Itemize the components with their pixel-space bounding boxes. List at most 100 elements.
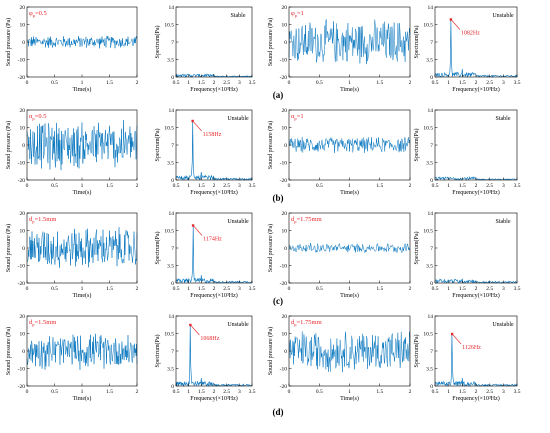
- x-tick-label: 1: [81, 389, 84, 395]
- x-tick-label: 0: [26, 183, 29, 189]
- spectrum-line: [175, 225, 253, 284]
- y-tick-label: -20: [18, 384, 26, 390]
- x-tick-label: 3: [502, 183, 505, 189]
- y-tick-label: 10.5: [164, 126, 174, 132]
- panel-d-1: 0.5 1 1.5 2 2.5 3 3.5 0 3.5 7 10.5 14 Frequency(×10³…: [154, 314, 256, 402]
- x-tick-label: 0: [288, 389, 291, 395]
- x-tick-label: 2: [475, 80, 478, 86]
- y-axis-label: Sound pressure (Pa): [267, 224, 274, 272]
- x-tick-label: 1: [348, 286, 351, 292]
- x-tick-label: 1: [348, 389, 351, 395]
- y-tick-label: -20: [18, 178, 26, 184]
- x-tick-label: 2: [213, 389, 216, 395]
- y-tick-label: 7: [171, 246, 174, 252]
- y-tick-label: 10: [282, 332, 288, 338]
- x-tick-label: 2.5: [486, 183, 493, 189]
- y-tick-label: 14: [428, 5, 434, 11]
- x-tick-label: 3.5: [514, 286, 521, 292]
- x-tick-label: 3.5: [249, 80, 256, 86]
- y-tick-label: 10.5: [164, 23, 174, 29]
- x-tick-label: 1: [348, 80, 351, 86]
- y-tick-label: 7: [430, 143, 433, 149]
- y-tick-label: -10: [280, 161, 288, 167]
- y-tick-label: 3.5: [167, 161, 174, 167]
- x-tick-label: 1.5: [376, 183, 383, 189]
- x-tick-label: 1.5: [198, 389, 205, 395]
- y-tick-label: 20: [282, 5, 288, 11]
- peak-arrow: [452, 334, 462, 345]
- x-tick-label: 3: [502, 389, 505, 395]
- y-tick-label: 0: [171, 178, 174, 184]
- axes-frame: [288, 212, 411, 284]
- x-tick-label: 2: [409, 389, 412, 395]
- y-tick-label: 10: [282, 229, 288, 235]
- time-signal-line: [26, 227, 138, 268]
- x-axis-label: Time(s): [340, 395, 359, 402]
- x-tick-label: 1: [81, 286, 84, 292]
- x-tick-label: 1.5: [106, 183, 113, 189]
- x-axis-label: Time(s): [340, 292, 359, 299]
- row-label: (c): [273, 296, 283, 306]
- y-tick-label: 7: [430, 40, 433, 46]
- x-tick-label: 0.5: [173, 389, 180, 395]
- panel-d-0: 0 0.5 1 1.5 2 -20 -10 0 10 20 Time(s) Sound pressur…: [5, 314, 139, 402]
- y-tick-label: 3.5: [167, 264, 174, 270]
- x-tick-label: 3.5: [514, 183, 521, 189]
- y-axis-label: Sound pressure (Pa): [5, 327, 12, 375]
- x-tick-label: 3.5: [514, 389, 521, 395]
- x-tick-label: 3: [238, 389, 241, 395]
- x-tick-label: 1.5: [106, 389, 113, 395]
- panel-b-2: 0 0.5 1 1.5 2 -20 -10 0 10 20 Time(s) Sound pressur…: [267, 108, 412, 196]
- y-tick-label: 0: [22, 246, 25, 252]
- x-tick-label: 1: [447, 183, 450, 189]
- peak-label: 1068Hz: [200, 336, 219, 342]
- y-tick-label: 0: [430, 384, 433, 390]
- x-tick-label: 0: [288, 286, 291, 292]
- y-tick-label: -20: [280, 384, 288, 390]
- y-tick-label: 0: [284, 40, 287, 46]
- param-label: dp=1.5mm: [29, 319, 56, 327]
- x-tick-label: 2: [213, 183, 216, 189]
- y-tick-label: 20: [20, 5, 26, 11]
- x-tick-label: 1.5: [198, 286, 205, 292]
- panel-b-1: 0.5 1 1.5 2 2.5 3 3.5 0 3.5 7 10.5 14 Frequency(×10³…: [154, 108, 256, 196]
- y-tick-label: 10: [20, 23, 26, 29]
- param-label: φp=0.5: [29, 10, 47, 18]
- row-label: (a): [273, 90, 284, 100]
- x-tick-label: 0: [288, 183, 291, 189]
- status-label: Unstable: [227, 219, 249, 225]
- x-tick-label: 1: [81, 80, 84, 86]
- x-axis-label: Time(s): [73, 395, 92, 402]
- x-tick-label: 2: [136, 183, 139, 189]
- y-tick-label: -20: [18, 281, 26, 287]
- spectrum-line: [434, 19, 518, 78]
- peak-label: 1174Hz: [203, 237, 222, 243]
- x-tick-label: 1.5: [459, 183, 466, 189]
- time-signal-line: [288, 242, 411, 254]
- y-tick-label: 0: [430, 281, 433, 287]
- y-tick-label: -10: [280, 264, 288, 270]
- y-tick-label: 10.5: [423, 229, 433, 235]
- spectrum-line: [175, 324, 253, 388]
- param-label: φp=1: [291, 10, 304, 18]
- y-tick-label: 10: [282, 23, 288, 29]
- x-tick-label: 2: [409, 80, 412, 86]
- x-tick-label: 1: [447, 80, 450, 86]
- y-tick-label: -10: [18, 264, 26, 270]
- y-tick-label: 10: [282, 126, 288, 132]
- panel-a-0: 0 0.5 1 1.5 2 -20 -10 0 10 20 Time(s) Sound pressur…: [5, 5, 139, 93]
- x-tick-label: 1.5: [459, 389, 466, 395]
- x-axis-label: Time(s): [73, 86, 92, 93]
- y-axis-label: Sound pressure (Pa): [267, 121, 274, 169]
- y-tick-label: 10.5: [423, 23, 433, 29]
- y-tick-label: 14: [428, 211, 434, 217]
- panel-a-2: 0 0.5 1 1.5 2 -20 -10 0 10 20 Time(s) Sound pressur…: [267, 5, 412, 93]
- y-tick-label: 10.5: [164, 229, 174, 235]
- y-axis-label: Spectrum(Pa): [154, 232, 161, 265]
- x-tick-label: 3: [238, 183, 241, 189]
- x-tick-label: 1.5: [198, 183, 205, 189]
- x-tick-label: 0.5: [173, 80, 180, 86]
- panel-c-0: 0 0.5 1 1.5 2 -20 -10 0 10 20 Time(s) Sound pressur…: [5, 211, 139, 299]
- panel-b-0: 0 0.5 1 1.5 2 -20 -10 0 10 20 Time(s) Sound pressur…: [5, 108, 139, 196]
- x-axis-label: Time(s): [73, 292, 92, 299]
